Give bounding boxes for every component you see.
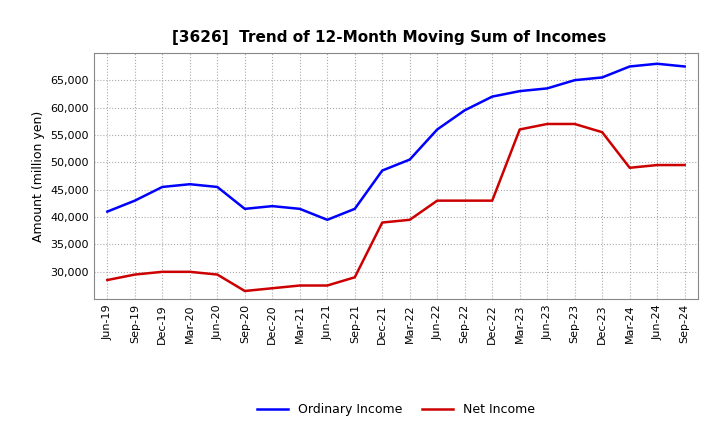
Ordinary Income [405,157,414,162]
Net Income [378,220,387,225]
Net Income [433,198,441,203]
Ordinary Income [213,184,222,190]
Ordinary Income [653,61,662,66]
Net Income [680,162,689,168]
Ordinary Income [295,206,304,212]
Net Income [130,272,139,277]
Net Income [543,121,552,127]
Net Income [653,162,662,168]
Net Income [103,277,112,282]
Ordinary Income [378,168,387,173]
Net Income [460,198,469,203]
Legend: Ordinary Income, Net Income: Ordinary Income, Net Income [252,398,540,421]
Ordinary Income [323,217,332,223]
Net Income [626,165,634,170]
Net Income [213,272,222,277]
Net Income [351,275,359,280]
Net Income [240,288,249,293]
Ordinary Income [433,127,441,132]
Net Income [516,127,524,132]
Line: Net Income: Net Income [107,124,685,291]
Ordinary Income [570,77,579,83]
Ordinary Income [488,94,497,99]
Ordinary Income [460,108,469,113]
Line: Ordinary Income: Ordinary Income [107,64,685,220]
Ordinary Income [240,206,249,212]
Text: [3626]  Trend of 12-Month Moving Sum of Incomes: [3626] Trend of 12-Month Moving Sum of I… [172,29,606,45]
Net Income [323,283,332,288]
Net Income [570,121,579,127]
Ordinary Income [626,64,634,69]
Ordinary Income [158,184,166,190]
Net Income [598,129,606,135]
Ordinary Income [103,209,112,214]
Ordinary Income [130,198,139,203]
Ordinary Income [186,182,194,187]
Ordinary Income [598,75,606,80]
Ordinary Income [680,64,689,69]
Ordinary Income [351,206,359,212]
Net Income [295,283,304,288]
Net Income [488,198,497,203]
Net Income [405,217,414,223]
Ordinary Income [268,203,276,209]
Ordinary Income [516,88,524,94]
Y-axis label: Amount (million yen): Amount (million yen) [32,110,45,242]
Net Income [186,269,194,275]
Net Income [268,286,276,291]
Ordinary Income [543,86,552,91]
Net Income [158,269,166,275]
